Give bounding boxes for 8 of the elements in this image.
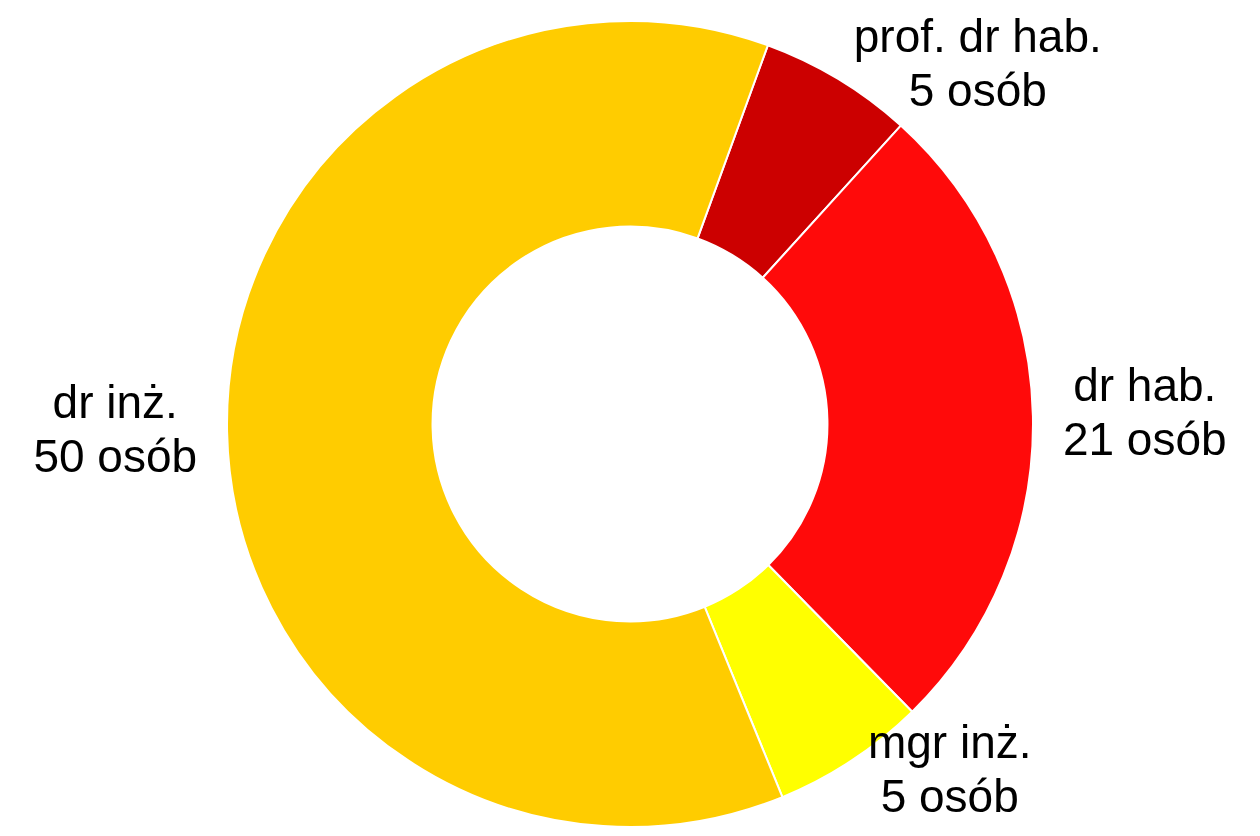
data-label: 5 osób xyxy=(880,769,1019,822)
data-label: 5 osób xyxy=(908,63,1047,116)
slice-label: mgr inż. xyxy=(867,715,1032,768)
data-label: 50 osób xyxy=(33,430,198,483)
data-label: 21 osób xyxy=(1062,413,1227,466)
slice-label: dr inż. xyxy=(52,376,178,429)
slice-label: prof. dr hab. xyxy=(853,9,1102,62)
slice-label: dr hab. xyxy=(1073,359,1217,412)
